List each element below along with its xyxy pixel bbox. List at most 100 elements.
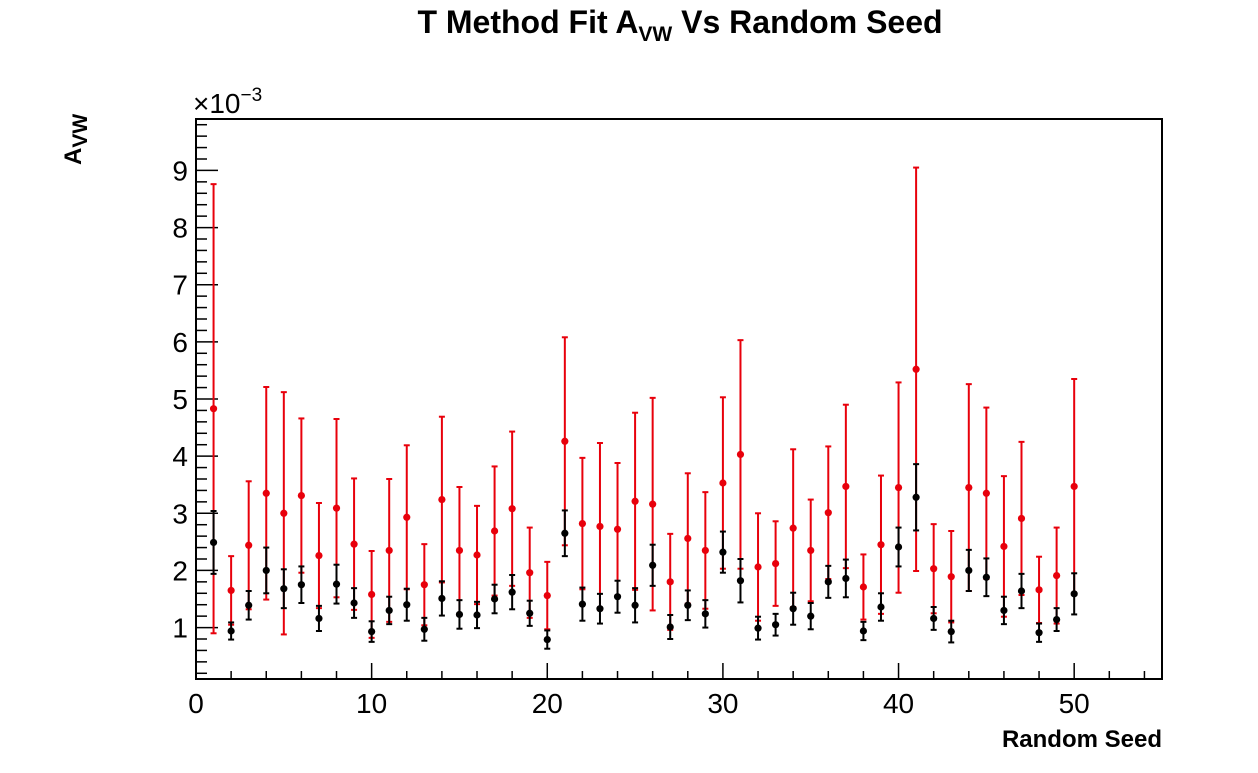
- y-axis-title: AVW: [60, 114, 92, 165]
- data-point-series-1: [684, 534, 692, 543]
- data-point-series-2: [561, 529, 569, 537]
- data-point-series-2: [526, 609, 534, 617]
- data-point-series-2: [280, 585, 288, 593]
- data-point-series-2: [666, 623, 674, 631]
- data-point-series-2: [578, 600, 587, 608]
- data-point-series-1: [508, 505, 516, 513]
- y-tick-label: 2: [172, 555, 188, 586]
- y-tick-label: 9: [172, 155, 188, 186]
- y-tick-label: 4: [172, 441, 188, 472]
- y-tick-label: 6: [172, 327, 188, 358]
- data-point-series-2: [508, 588, 516, 596]
- x-tick-label: 40: [883, 688, 914, 719]
- data-point-series-1: [350, 540, 358, 548]
- data-point-series-1: [596, 522, 604, 531]
- data-point-series-1: [1000, 542, 1008, 551]
- data-point-series-1: [965, 483, 973, 492]
- data-point-series-1: [859, 583, 868, 591]
- data-point-series-2: [772, 621, 780, 629]
- data-point-series-1: [842, 482, 850, 491]
- data-point-series-1: [297, 491, 305, 500]
- data-point-series-1: [877, 541, 885, 549]
- data-point-series-1: [912, 365, 920, 373]
- data-point-series-2: [912, 493, 920, 501]
- data-point-series-2: [719, 548, 727, 556]
- data-point-series-1: [772, 559, 780, 568]
- data-point-series-2: [1000, 606, 1008, 615]
- data-point-series-2: [930, 614, 938, 623]
- data-point-series-2: [824, 578, 832, 586]
- data-point-series-1: [543, 591, 551, 600]
- data-point-series-2: [350, 599, 358, 607]
- data-point-series-1: [420, 581, 428, 589]
- data-point-series-1: [736, 450, 745, 459]
- data-point-series-2: [701, 610, 709, 618]
- data-point-series-2: [473, 611, 481, 619]
- data-point-series-1: [385, 546, 393, 555]
- data-point-series-1: [982, 489, 990, 497]
- data-point-series-2: [403, 601, 411, 609]
- data-point-series-1: [578, 519, 587, 528]
- y-tick-label: 8: [172, 213, 188, 244]
- data-point-series-2: [1053, 615, 1061, 624]
- x-tick-label: 30: [707, 688, 738, 719]
- y-tick-label: 7: [172, 270, 188, 301]
- data-point-series-2: [631, 601, 639, 609]
- data-point-series-2: [947, 627, 955, 636]
- data-point-series-2: [684, 601, 692, 609]
- data-point-series-2: [385, 606, 393, 615]
- data-point-series-1: [1017, 514, 1026, 523]
- data-point-series-1: [701, 546, 709, 555]
- data-point-series-1: [789, 524, 797, 532]
- data-point-series-2: [262, 566, 270, 575]
- data-point-series-1: [947, 573, 955, 581]
- data-point-series-2: [1017, 587, 1026, 595]
- data-point-series-2: [842, 574, 850, 583]
- x-tick-label: 0: [188, 688, 204, 719]
- data-point-series-2: [227, 627, 235, 635]
- data-point-series-1: [368, 590, 376, 599]
- data-point-series-2: [736, 577, 745, 585]
- data-point-series-2: [894, 543, 903, 551]
- data-point-series-1: [227, 586, 235, 595]
- data-point-series-2: [209, 538, 218, 547]
- plot-layer: 0 10 20 30 40 50 1 2 3 4 5 6 7 8 9: [172, 118, 1163, 719]
- data-point-series-1: [894, 483, 903, 492]
- data-point-series-1: [754, 563, 762, 571]
- data-point-series-1: [613, 525, 622, 533]
- data-point-series-1: [403, 513, 411, 521]
- data-point-series-2: [245, 601, 253, 609]
- data-point-series-2: [315, 614, 323, 623]
- y-axis-exponent: ×10−3: [193, 85, 262, 119]
- data-point-series-1: [490, 527, 499, 535]
- data-point-series-1: [1035, 586, 1043, 594]
- data-point-series-1: [666, 578, 674, 586]
- data-point-series-1: [824, 509, 832, 517]
- y-tick-label: 3: [172, 498, 188, 529]
- data-point-series-1: [332, 504, 341, 512]
- data-point-series-2: [982, 573, 990, 581]
- y-tick-label: 5: [172, 384, 188, 415]
- data-point-series-2: [613, 593, 622, 601]
- data-point-series-2: [1035, 629, 1043, 637]
- data-point-series-1: [438, 495, 446, 504]
- data-point-series-1: [649, 500, 657, 508]
- data-point-series-1: [455, 546, 464, 555]
- data-point-series-2: [789, 605, 797, 613]
- data-point-series-1: [245, 541, 253, 549]
- data-point-series-1: [631, 497, 639, 505]
- data-point-series-2: [754, 624, 762, 632]
- data-point-series-2: [543, 635, 551, 644]
- x-tick-label: 50: [1059, 688, 1090, 719]
- data-point-series-2: [1070, 590, 1078, 598]
- data-point-series-1: [719, 479, 727, 487]
- data-point-series-1: [1070, 482, 1078, 491]
- data-point-series-2: [332, 580, 341, 588]
- data-point-series-1: [561, 437, 569, 445]
- data-point-series-1: [315, 551, 323, 560]
- data-point-series-2: [490, 595, 499, 603]
- data-point-series-1: [262, 489, 270, 497]
- x-tick-label: 20: [532, 688, 563, 719]
- x-axis-title: Random Seed: [1002, 726, 1162, 753]
